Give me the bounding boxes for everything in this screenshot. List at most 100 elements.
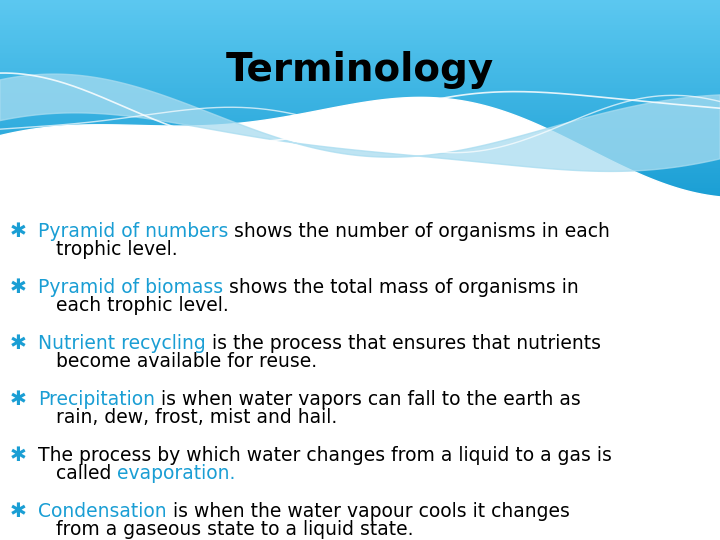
Bar (0, 154, 720, 158)
Bar (0, 82, 720, 85)
Bar (0, 137, 720, 140)
Bar (0, 84, 720, 87)
Bar (0, 44, 720, 48)
Bar (0, 132, 720, 135)
Bar (0, 49, 720, 52)
Bar (0, 0, 720, 3)
Text: evaporation.: evaporation. (117, 464, 235, 483)
Bar (0, 119, 720, 123)
Bar (0, 2, 720, 5)
Bar (0, 166, 720, 170)
Bar (0, 111, 720, 115)
Bar (0, 86, 720, 90)
Bar (0, 152, 720, 155)
Bar (0, 141, 720, 145)
Bar (0, 17, 720, 20)
Bar (0, 29, 720, 32)
Bar (0, 39, 720, 43)
Text: ✱: ✱ (9, 222, 27, 241)
Bar (0, 129, 720, 132)
Text: ✱: ✱ (9, 502, 27, 521)
Bar (0, 24, 720, 28)
Bar (0, 134, 720, 138)
Text: Terminology: Terminology (226, 51, 494, 89)
Bar (0, 126, 720, 130)
Bar (0, 114, 720, 118)
Bar (0, 161, 720, 165)
Text: trophic level.: trophic level. (38, 240, 178, 259)
Bar (0, 174, 720, 178)
Bar (0, 139, 720, 143)
Text: Nutrient recycling: Nutrient recycling (38, 334, 206, 353)
Bar (0, 99, 720, 103)
Bar (0, 77, 720, 80)
Bar (0, 34, 720, 37)
Bar (0, 9, 720, 12)
Bar (0, 146, 720, 150)
Text: ✱: ✱ (9, 446, 27, 465)
Bar (0, 46, 720, 50)
Bar (0, 192, 720, 195)
Text: ✱: ✱ (9, 278, 27, 297)
Bar (0, 4, 720, 8)
Text: ✱: ✱ (9, 390, 27, 409)
Bar (0, 31, 720, 35)
Bar (0, 89, 720, 92)
Text: is when water vapors can fall to the earth as: is when water vapors can fall to the ear… (155, 390, 581, 409)
Bar (0, 124, 720, 127)
Bar (0, 144, 720, 147)
Bar (0, 42, 720, 45)
Bar (0, 71, 720, 75)
Bar (0, 6, 720, 10)
Text: become available for reuse.: become available for reuse. (38, 352, 317, 371)
Bar (0, 37, 720, 40)
Bar (0, 181, 720, 185)
Bar (0, 22, 720, 25)
Bar (0, 106, 720, 110)
Bar (0, 157, 720, 160)
Bar (0, 51, 720, 55)
Text: Pyramid of numbers: Pyramid of numbers (38, 222, 228, 241)
Bar (0, 102, 720, 105)
Text: The process by which water changes from a liquid to a gas is: The process by which water changes from … (38, 446, 612, 465)
Bar (0, 159, 720, 163)
Bar (0, 69, 720, 72)
Text: each trophic level.: each trophic level. (38, 296, 229, 315)
Text: from a gaseous state to a liquid state.: from a gaseous state to a liquid state. (38, 520, 413, 539)
Bar (0, 26, 720, 30)
Bar (0, 57, 720, 60)
Polygon shape (0, 74, 720, 171)
Bar (0, 179, 720, 183)
Bar (0, 104, 720, 107)
Bar (0, 14, 720, 17)
Bar (0, 109, 720, 112)
Text: Precipitation: Precipitation (38, 390, 155, 409)
Bar (0, 122, 720, 125)
Bar (0, 94, 720, 98)
Bar (0, 11, 720, 15)
Bar (0, 177, 720, 180)
Bar (0, 97, 720, 100)
Text: is the process that ensures that nutrients: is the process that ensures that nutrien… (206, 334, 600, 353)
Text: is when the water vapour cools it changes: is when the water vapour cools it change… (166, 502, 570, 521)
Bar (0, 194, 720, 198)
Text: shows the number of organisms in each: shows the number of organisms in each (228, 222, 611, 241)
Bar (0, 74, 720, 78)
Text: Condensation: Condensation (38, 502, 166, 521)
Bar (0, 79, 720, 83)
Text: shows the total mass of organisms in: shows the total mass of organisms in (223, 278, 579, 297)
Bar (0, 64, 720, 68)
Bar (0, 186, 720, 190)
Bar (0, 149, 720, 152)
Bar (0, 184, 720, 187)
Bar (0, 59, 720, 63)
Bar (0, 62, 720, 65)
Bar (0, 66, 720, 70)
Bar (0, 19, 720, 23)
Bar (0, 164, 720, 167)
Bar (0, 91, 720, 95)
Text: rain, dew, frost, mist and hail.: rain, dew, frost, mist and hail. (38, 408, 337, 427)
Text: ✱: ✱ (9, 334, 27, 353)
Polygon shape (0, 97, 720, 200)
Bar (0, 197, 720, 200)
